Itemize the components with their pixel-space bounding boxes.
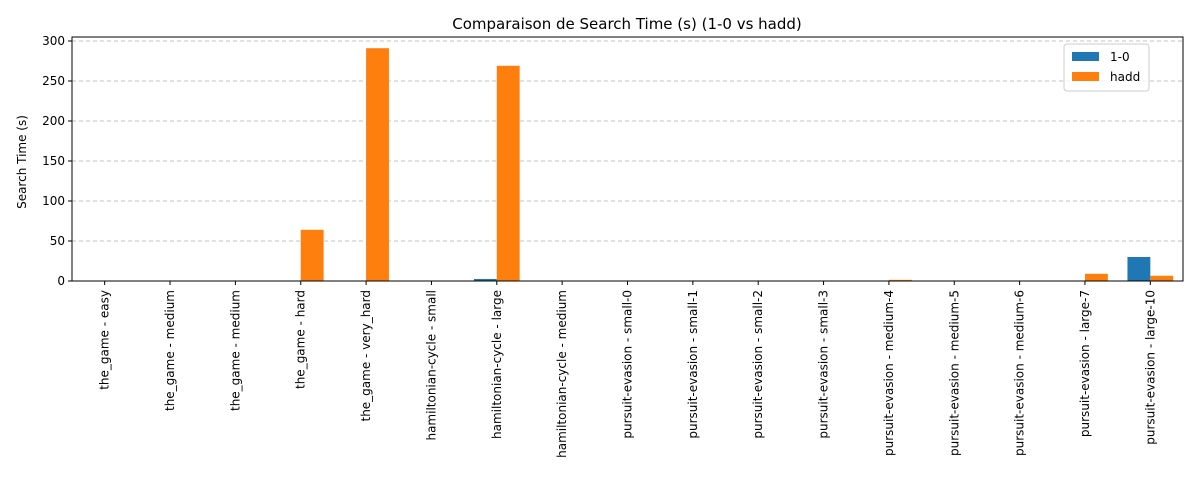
x-tick-label: pursuit-evasion - medium-6 [1013, 290, 1027, 456]
y-tick-label: 300 [42, 34, 65, 48]
legend-label-hadd: hadd [1110, 70, 1140, 84]
x-tick-label: the_game - easy [98, 290, 112, 390]
x-tick-label: pursuit-evasion - small-1 [686, 290, 700, 439]
y-tick-label: 50 [50, 234, 65, 248]
y-tick-label: 100 [42, 194, 65, 208]
x-tick-label: hamiltonian-cycle - large [490, 290, 504, 439]
y-axis-label: Search Time (s) [15, 115, 29, 209]
y-axis: 0 50 100 150 200 250 300 [42, 34, 72, 288]
bar-hadd-15 [1084, 273, 1108, 281]
x-tick-label: the_game - medium [228, 290, 242, 411]
x-tick-label: pursuit-evasion - large-7 [1078, 290, 1092, 437]
legend-label-1-0: 1-0 [1110, 50, 1130, 64]
legend-swatch-1-0 [1072, 52, 1099, 61]
chart-title: Comparaison de Search Time (s) (1-0 vs h… [452, 15, 802, 33]
x-tick-label: the_game - very_hard [359, 290, 373, 422]
x-tick-label: hamiltonian-cycle - medium [555, 290, 569, 458]
x-tick-label: pursuit-evasion - small-3 [817, 290, 831, 439]
y-tick-label: 0 [57, 274, 65, 288]
y-tick-label: 200 [42, 114, 65, 128]
legend-swatch-hadd [1072, 72, 1099, 81]
legend: 1-0 hadd [1063, 43, 1150, 92]
x-tick-label: pursuit-evasion - medium-4 [882, 290, 896, 456]
bar-hadd-4 [366, 48, 389, 282]
x-tick-label: the_game - medium [163, 290, 177, 411]
y-tick-label: 250 [42, 74, 65, 88]
y-tick-label: 150 [42, 154, 65, 168]
bar-hadd-3 [300, 229, 324, 281]
x-tick-label: pursuit-evasion - medium-5 [947, 290, 961, 456]
x-tick-label: hamiltonian-cycle - small [424, 290, 438, 441]
bar-hadd-12 [888, 279, 912, 281]
bar-hadd-16 [1150, 275, 1174, 281]
x-tick-label: the_game - hard [294, 290, 308, 389]
x-tick-label: pursuit-evasion - small-2 [751, 290, 765, 439]
bar-1-0-16 [1127, 257, 1151, 281]
x-axis: the_game - easy the_game - medium the_game… [98, 281, 1157, 458]
bar-hadd-6 [496, 65, 520, 281]
bars [81, 48, 1174, 282]
bar-1-0-6 [473, 279, 497, 281]
x-tick-label: pursuit-evasion - large-10 [1143, 290, 1157, 445]
x-tick-label: pursuit-evasion - small-0 [621, 290, 635, 439]
